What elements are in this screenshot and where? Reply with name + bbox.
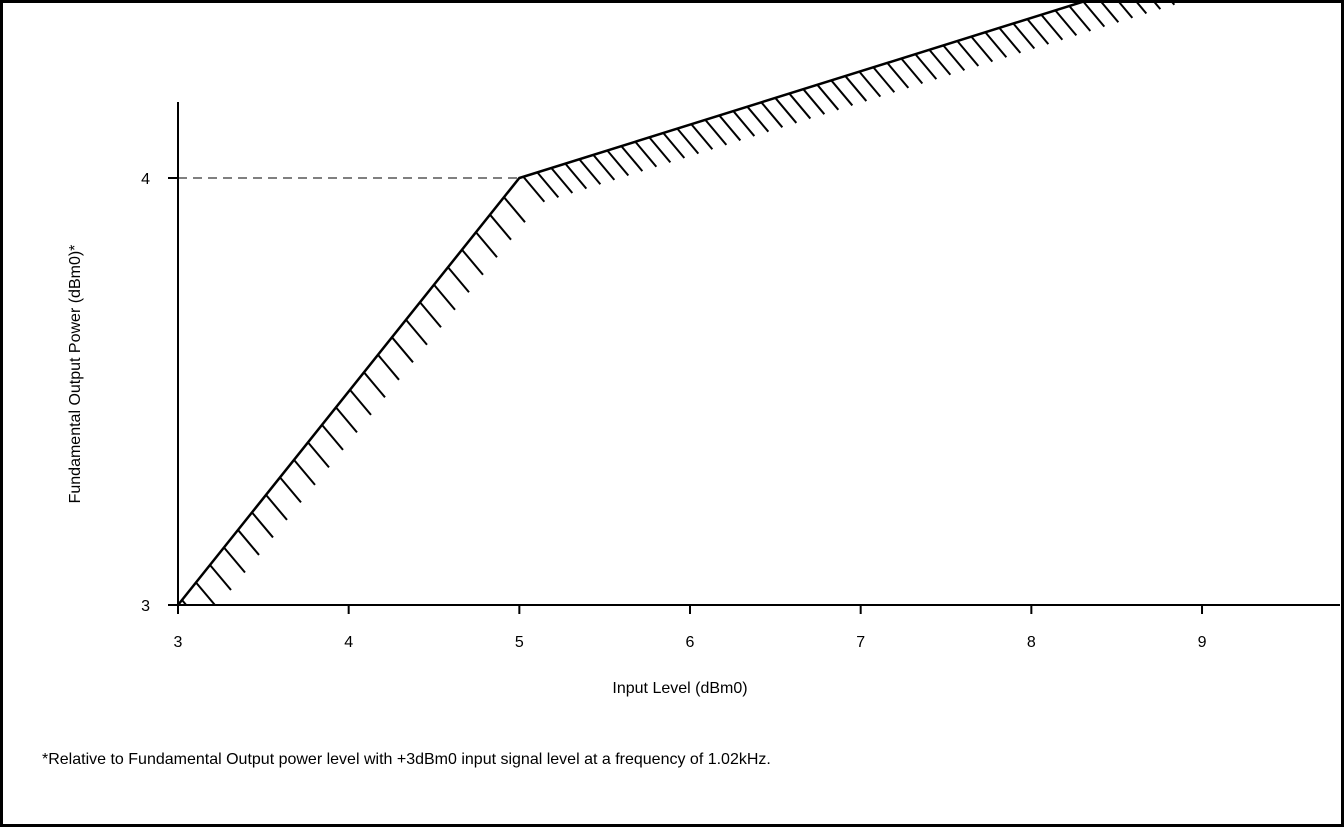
hatch-mark	[956, 40, 980, 67]
hatch-mark	[433, 284, 456, 311]
x-tick-label: 8	[1027, 634, 1036, 651]
hatch-mark	[984, 31, 1008, 58]
hatch-mark	[816, 84, 840, 111]
hatch-mark	[592, 154, 616, 181]
hatch-mark	[1040, 14, 1064, 41]
hatch-mark	[746, 106, 770, 133]
hatch-mark	[760, 101, 784, 128]
hatch-mark	[279, 476, 302, 504]
hatch-mark	[223, 546, 246, 574]
hatch-mark	[1082, 0, 1106, 28]
hatch-mark	[1133, 0, 1148, 15]
hatch-mark	[522, 176, 546, 203]
hatch-mark	[970, 35, 994, 63]
x-tick-label: 6	[686, 634, 695, 651]
hatch-mark	[377, 354, 400, 381]
hatch-mark	[690, 123, 714, 150]
hatch-mark	[774, 97, 798, 124]
hatch-mark	[648, 136, 672, 163]
hatch-mark	[1098, 0, 1120, 23]
hatch-mark	[928, 49, 952, 76]
hatch-mark	[788, 92, 812, 120]
hatch-mark	[998, 27, 1022, 54]
hatch-mark	[536, 171, 560, 199]
hatch-mark	[1012, 22, 1036, 50]
hatch-mark	[265, 494, 288, 521]
hatch-mark	[830, 79, 854, 107]
x-tick-label: 7	[856, 634, 865, 651]
hatch-mark	[550, 167, 574, 194]
hatch-mark	[858, 71, 882, 98]
hatch-mark	[802, 88, 826, 115]
hatch-mark	[732, 110, 756, 137]
hatch-mark	[914, 53, 938, 80]
hatch-mark	[237, 529, 260, 556]
hatch-mark	[900, 57, 924, 85]
x-tick-label: 3	[174, 634, 183, 651]
hatch-mark	[634, 141, 658, 168]
hatch-mark	[578, 158, 602, 185]
hatch-mark	[363, 371, 386, 398]
hatch-mark	[503, 196, 526, 223]
hatch-mark	[195, 581, 216, 606]
hatch-mark	[1026, 18, 1050, 45]
footnote: *Relative to Fundamental Output power le…	[42, 751, 771, 768]
hatch-mark	[1169, 0, 1176, 6]
x-axis-label: Input Level (dBm0)	[612, 680, 747, 697]
y-tick-label: 4	[141, 171, 150, 188]
hatch-mark	[335, 406, 358, 433]
hatch-mark	[1116, 0, 1134, 19]
hatch-mark	[662, 132, 686, 159]
hatch-mark	[447, 266, 470, 293]
hatch-mark	[564, 162, 588, 190]
hatch-mark	[886, 62, 910, 89]
hatch-mark	[475, 231, 498, 258]
x-tick-label: 9	[1198, 634, 1207, 651]
hatch-mark	[1054, 9, 1078, 37]
hatch-mark	[461, 249, 484, 276]
hatch-mark	[489, 214, 512, 241]
series-line	[177, 0, 1093, 606]
hatch-mark	[419, 301, 442, 328]
hatch-mark	[676, 127, 700, 155]
hatch-mark	[209, 564, 232, 591]
x-tick-label: 5	[515, 634, 524, 651]
hatch-mark	[321, 424, 344, 451]
hatch-mark	[307, 441, 330, 469]
hatch-mark	[606, 149, 630, 177]
y-axis-label: Fundamental Output Power (dBm0)*	[67, 245, 84, 504]
x-tick-label: 4	[344, 634, 353, 651]
hatch-mark	[620, 145, 644, 172]
hatch-mark	[844, 75, 868, 102]
hatch-mark	[942, 44, 966, 72]
hatch-mark	[1068, 5, 1092, 32]
y-tick-label: 3	[141, 598, 150, 615]
hatch-mark	[1151, 0, 1162, 10]
hatch-mark	[872, 66, 896, 93]
hatch-mark	[405, 319, 428, 346]
hatch-mark	[293, 459, 316, 486]
hatch-mark	[704, 119, 728, 146]
hatch-mark	[349, 389, 372, 416]
hatch-mark	[718, 114, 742, 142]
hatch-mark	[251, 511, 274, 539]
hatch-mark	[391, 336, 414, 363]
